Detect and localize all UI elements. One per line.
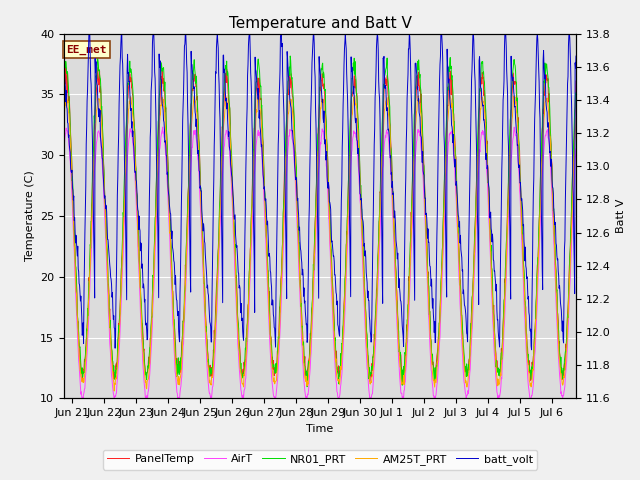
Line: AirT: AirT — [64, 127, 576, 398]
Title: Temperature and Batt V: Temperature and Batt V — [228, 16, 412, 31]
Line: PanelTemp: PanelTemp — [64, 68, 576, 383]
Legend: PanelTemp, AirT, NR01_PRT, AM25T_PRT, batt_volt: PanelTemp, AirT, NR01_PRT, AM25T_PRT, ba… — [102, 450, 538, 469]
Y-axis label: Temperature (C): Temperature (C) — [24, 170, 35, 262]
Line: batt_volt: batt_volt — [64, 34, 576, 350]
X-axis label: Time: Time — [307, 424, 333, 433]
Y-axis label: Batt V: Batt V — [616, 199, 626, 233]
Line: AM25T_PRT: AM25T_PRT — [64, 96, 576, 391]
Text: EE_met: EE_met — [67, 45, 107, 55]
Line: NR01_PRT: NR01_PRT — [64, 56, 576, 387]
